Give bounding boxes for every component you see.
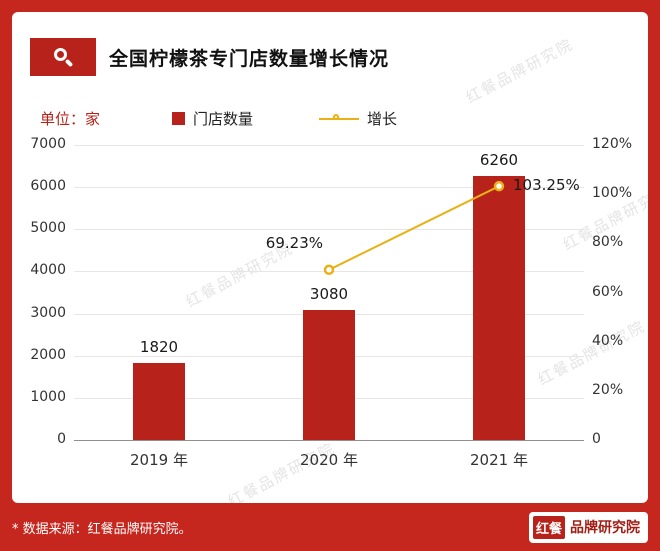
bar-2020 年 (303, 310, 355, 440)
footer: * 数据来源：红餐品牌研究院。 红餐 品牌研究院 (12, 508, 648, 546)
bar-value-label: 1820 (139, 338, 179, 357)
left-axis-tick: 7000 (30, 136, 66, 152)
x-axis-label: 2019 年 (130, 451, 188, 469)
growth-value-label: 103.25% (513, 176, 580, 195)
x-axis-label: 2020 年 (300, 451, 358, 469)
left-axis: 0 1000 2000 3000 4000 5000 6000 7000 (12, 136, 66, 447)
growth-line (323, 180, 505, 276)
growth-value-label: 69.23% (265, 233, 323, 252)
right-axis-tick: 80% (592, 234, 624, 251)
magnifier-icon (52, 46, 74, 68)
legend-item-bars: 门店数量 (172, 108, 253, 129)
left-axis-tick: 5000 (30, 220, 66, 237)
line-swatch-icon (319, 113, 360, 120)
left-axis-tick: 3000 (30, 304, 66, 321)
left-axis-tick: 1000 (30, 388, 66, 405)
brand-logo-text: 品牌研究院 (570, 520, 640, 536)
right-axis-tick: 20% (592, 381, 624, 398)
brand-logo-mark: 红餐 (532, 515, 565, 539)
gridline (74, 187, 584, 189)
line-point (493, 180, 505, 192)
unit-label: 单位：家 (40, 110, 101, 128)
bar-value-label: 6260 (479, 151, 519, 170)
chart-header: 全国柠檬茶专门店数量增长情况 (30, 38, 389, 76)
plot-area: 1820 2019 年 3080 2020 年 6260 2021 年 69.23% 103.… (74, 145, 584, 469)
gridline (74, 229, 584, 231)
x-axis-label: 2021 年 (470, 451, 528, 469)
left-axis-tick: 2000 (30, 346, 66, 363)
legend-bar-label: 门店数量 (193, 110, 254, 128)
left-axis-tick: 6000 (30, 178, 66, 195)
line-point (323, 264, 335, 276)
watermark: 红餐品牌研究院 (462, 35, 577, 107)
chart-legend: 单位：家 门店数量 增长 (40, 108, 397, 129)
bar-value-label: 3080 (309, 285, 349, 304)
right-axis-tick: 40% (592, 332, 624, 349)
right-axis: 0 20% 40% 60% 80% 100% 120% (592, 136, 644, 447)
legend-item-line: 增长 (319, 108, 397, 129)
page-title: 全国柠檬茶专门店数量增长情况 (109, 47, 390, 70)
bar-swatch-icon (172, 112, 186, 125)
right-axis-tick: 0 (592, 431, 601, 447)
chart-panel: 红餐品牌研究院 红餐品牌研究院 红餐品牌研究院 红餐品牌研究院 红餐品牌研究院 … (12, 12, 648, 503)
right-axis-tick: 60% (592, 283, 624, 300)
left-axis-tick: 4000 (30, 262, 66, 279)
right-axis-tick: 120% (592, 136, 633, 152)
legend-line-label: 增长 (367, 110, 398, 128)
data-source: * 数据来源：红餐品牌研究院。 (12, 521, 192, 537)
left-axis-tick: 0 (57, 431, 66, 447)
watermark: 红餐品牌研究院 (224, 439, 339, 503)
title-icon-box (30, 38, 96, 76)
right-axis-tick: 100% (592, 185, 633, 202)
gridline (74, 440, 584, 441)
bar-2021 年 (473, 176, 525, 440)
bar-2019 年 (133, 363, 185, 440)
brand-logo: 红餐 品牌研究院 (528, 511, 648, 543)
gridline (74, 145, 584, 146)
